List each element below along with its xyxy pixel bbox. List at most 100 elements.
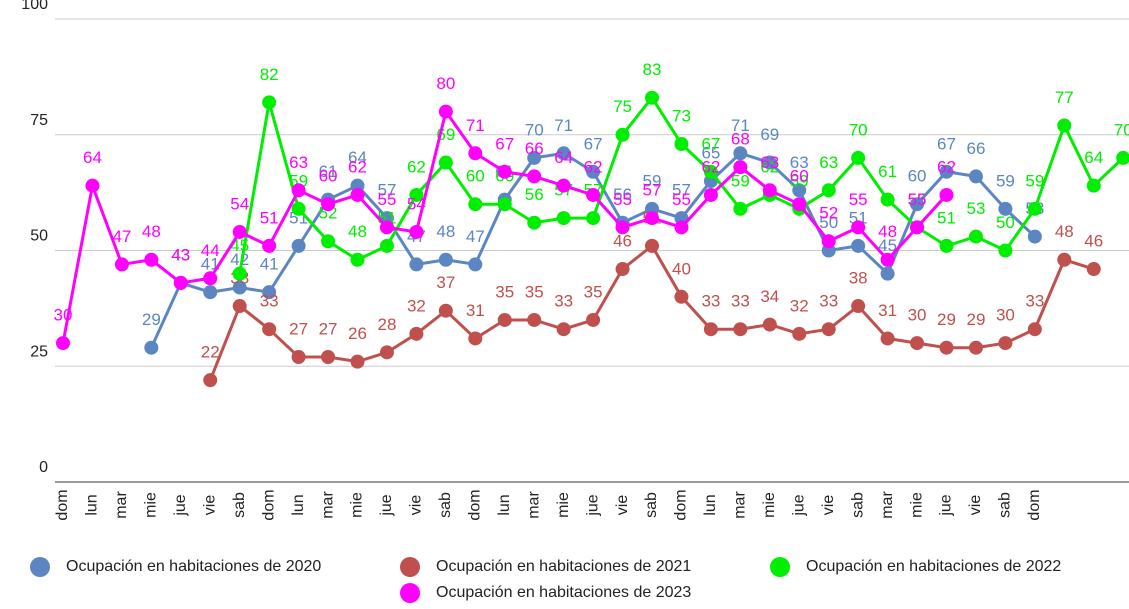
point <box>203 373 218 388</box>
x-tick-label: dom <box>673 489 690 520</box>
data-label: 33 <box>701 292 720 311</box>
point <box>556 146 571 161</box>
data-label: 33 <box>731 292 750 311</box>
point <box>438 155 453 170</box>
data-label: 48 <box>878 222 897 241</box>
point <box>703 164 718 179</box>
data-label: 47 <box>112 227 131 246</box>
data-label: 59 <box>1025 171 1044 190</box>
point <box>615 127 630 142</box>
data-label: 37 <box>436 273 455 292</box>
point <box>939 187 954 202</box>
point <box>556 178 571 193</box>
point <box>321 234 336 249</box>
data-label: 48 <box>348 222 367 241</box>
data-label: 51 <box>260 208 279 227</box>
data-label: 60 <box>908 167 927 186</box>
data-label: 60 <box>319 167 338 186</box>
data-label: 31 <box>878 301 897 320</box>
point <box>1057 118 1072 133</box>
data-label: 70 <box>849 120 868 139</box>
point <box>733 146 748 161</box>
data-label: 48 <box>1055 222 1074 241</box>
data-label: 57 <box>672 181 691 200</box>
point <box>468 331 483 346</box>
point <box>762 317 777 332</box>
data-label: 71 <box>466 116 485 135</box>
data-label: 56 <box>613 185 632 204</box>
data-label: 59 <box>643 171 662 190</box>
point <box>379 220 394 235</box>
point <box>291 201 306 216</box>
point <box>939 340 954 355</box>
data-label: 46 <box>613 232 632 251</box>
data-label: 35 <box>584 282 603 301</box>
x-tick-label: jue <box>938 494 955 516</box>
point <box>409 257 424 272</box>
point <box>615 262 630 277</box>
point <box>851 220 866 235</box>
x-tick-label: mar <box>113 491 130 519</box>
data-label: 62 <box>407 157 426 176</box>
x-tick-label: jue <box>172 494 189 516</box>
data-label: 59 <box>996 171 1015 190</box>
point <box>232 299 247 314</box>
data-label: 61 <box>878 162 897 181</box>
point <box>1116 150 1129 165</box>
data-label: 62 <box>937 157 956 176</box>
data-label: 54 <box>230 194 249 213</box>
data-label: 82 <box>260 65 279 84</box>
legend-marker <box>400 557 420 577</box>
point <box>880 331 895 346</box>
data-label: 53 <box>966 199 985 218</box>
x-tick-label: mar <box>732 491 749 519</box>
point <box>350 354 365 369</box>
data-label: 55 <box>613 190 632 209</box>
data-label: 67 <box>584 134 603 153</box>
point <box>998 336 1013 351</box>
point <box>674 220 689 235</box>
x-tick-label: lun <box>702 494 719 515</box>
x-tick-label: jue <box>790 494 807 516</box>
data-label: 57 <box>643 181 662 200</box>
legend-marker <box>400 583 420 603</box>
legend-label: Ocupación en habitaciones de 2021 <box>436 558 691 575</box>
data-label: 60 <box>790 167 809 186</box>
x-tick-label: mie <box>761 492 778 518</box>
point <box>350 187 365 202</box>
point <box>910 336 925 351</box>
data-label: 32 <box>790 296 809 315</box>
point <box>792 326 807 341</box>
point <box>409 326 424 341</box>
point <box>556 211 571 226</box>
legend-marker <box>770 557 790 577</box>
legend-label: Ocupación en habitaciones de 2023 <box>436 584 691 601</box>
point <box>438 303 453 318</box>
point <box>291 238 306 253</box>
x-tick-label: mar <box>525 491 542 519</box>
point <box>438 104 453 119</box>
point <box>880 266 895 281</box>
point <box>379 238 394 253</box>
data-label: 55 <box>849 190 868 209</box>
data-label: 47 <box>466 227 485 246</box>
point <box>1027 322 1042 337</box>
data-label: 57 <box>377 181 396 200</box>
data-label: 55 <box>377 190 396 209</box>
data-label: 62 <box>348 157 367 176</box>
x-tick-label: mar <box>879 491 896 519</box>
x-tick-label: dom <box>54 489 71 520</box>
point <box>998 243 1013 258</box>
point <box>232 266 247 281</box>
data-label: 31 <box>466 301 485 320</box>
data-label: 26 <box>348 324 367 343</box>
point <box>792 183 807 198</box>
x-tick-label: sab <box>643 492 660 518</box>
point <box>792 197 807 212</box>
point <box>968 169 983 184</box>
data-label: 43 <box>171 245 190 264</box>
point <box>379 345 394 360</box>
point <box>821 183 836 198</box>
data-label: 64 <box>348 148 367 167</box>
data-label: 62 <box>701 157 720 176</box>
